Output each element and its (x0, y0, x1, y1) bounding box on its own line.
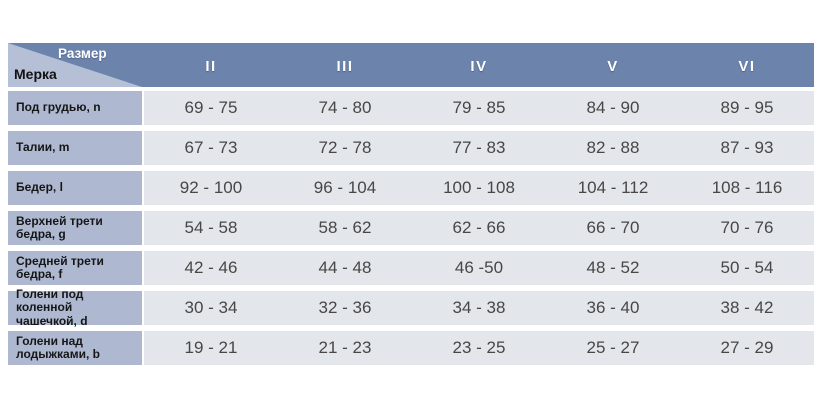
table-row-waist: Талии, m 67 - 73 72 - 78 77 - 83 82 - 88… (8, 131, 814, 165)
cell-value: 23 - 25 (452, 338, 506, 357)
cell-value: 100 - 108 (443, 178, 515, 197)
cell-value: 67 - 73 (184, 138, 238, 157)
cell-value: 77 - 83 (452, 138, 506, 157)
row-values: 92 - 100 96 - 104 100 - 108 104 - 112 10… (144, 171, 814, 205)
cell-value: 69 - 75 (184, 98, 238, 117)
table-row-upper-thigh: Верхней трети бедра, g 54 - 58 58 - 62 6… (8, 211, 814, 245)
cell-value: 89 - 95 (720, 98, 774, 117)
cell-value: 36 - 40 (586, 298, 640, 317)
row-values: 42 - 46 44 - 48 46 -50 48 - 52 50 - 54 (144, 251, 814, 285)
cell-value: 48 - 52 (586, 258, 640, 277)
row-values: 69 - 75 74 - 80 79 - 85 84 - 90 89 - 95 (144, 91, 814, 125)
row-label: Верхней трети бедра, g (8, 211, 142, 245)
cell-value: 25 - 27 (586, 338, 640, 357)
row-label: Голени под коленной чашечкой, d (8, 287, 142, 328)
row-values: 19 - 21 21 - 23 23 - 25 25 - 27 27 - 29 (144, 331, 814, 365)
row-values: 54 - 58 58 - 62 62 - 66 66 - 70 70 - 76 (144, 211, 814, 245)
row-values: 30 - 34 32 - 36 34 - 38 36 - 40 38 - 42 (144, 291, 814, 325)
cell-value: 96 - 104 (313, 178, 377, 197)
column-header-iii: III (336, 57, 354, 75)
cell-value: 82 - 88 (586, 138, 640, 157)
cell-value: 46 -50 (454, 258, 504, 277)
cell-value: 58 - 62 (318, 218, 372, 237)
column-header-v: V (607, 57, 619, 75)
column-header-vi: VI (738, 57, 756, 75)
cell-value: 92 - 100 (179, 178, 243, 197)
row-label: Голени над лодыжками, b (8, 331, 142, 365)
row-values: 67 - 73 72 - 78 77 - 83 82 - 88 87 - 93 (144, 131, 814, 165)
cell-value: 21 - 23 (318, 338, 372, 357)
column-headers: II III IV V VI (144, 43, 814, 87)
corner-label-measure: Мерка (14, 66, 57, 82)
cell-value: 108 - 116 (711, 178, 783, 197)
table-row-below-knee: Голени под коленной чашечкой, d 30 - 34 … (8, 287, 814, 328)
cell-value: 74 - 80 (318, 98, 372, 117)
cell-value: 72 - 78 (318, 138, 372, 157)
cell-value: 54 - 58 (184, 218, 238, 237)
cell-value: 104 - 112 (577, 178, 649, 197)
row-label: Талии, m (8, 131, 142, 165)
cell-value: 62 - 66 (452, 218, 506, 237)
table-row-underbust: Под грудью, n 69 - 75 74 - 80 79 - 85 84… (8, 91, 814, 125)
cell-value: 70 - 76 (720, 218, 774, 237)
cell-value: 30 - 34 (184, 298, 238, 317)
column-header-ii: II (205, 57, 217, 75)
row-label: Бедер, l (8, 171, 142, 205)
cell-value: 44 - 48 (318, 258, 372, 277)
cell-value: 34 - 38 (452, 298, 506, 317)
cell-value: 79 - 85 (452, 98, 506, 117)
cell-value: 32 - 36 (318, 298, 372, 317)
size-table: Размер Мерка II III IV V VI Под грудью, … (8, 43, 814, 371)
cell-value: 19 - 21 (184, 338, 238, 357)
table-row-mid-thigh: Средней трети бедра, f 42 - 46 44 - 48 4… (8, 251, 814, 285)
row-label: Под грудью, n (8, 91, 142, 125)
cell-value: 84 - 90 (586, 98, 640, 117)
cell-value: 50 - 54 (720, 258, 774, 277)
table-row-hips: Бедер, l 92 - 100 96 - 104 100 - 108 104… (8, 171, 814, 205)
cell-value: 87 - 93 (720, 138, 774, 157)
table-row-above-ankle: Голени над лодыжками, b 19 - 21 21 - 23 … (8, 331, 814, 365)
cell-value: 38 - 42 (720, 298, 774, 317)
column-header-iv: IV (470, 57, 488, 75)
corner-label-size: Размер (58, 46, 107, 61)
corner-cell: Размер Мерка (8, 43, 144, 87)
cell-value: 42 - 46 (184, 258, 238, 277)
cell-value: 27 - 29 (720, 338, 774, 357)
table-header-row: Размер Мерка II III IV V VI (8, 43, 814, 87)
cell-value: 66 - 70 (586, 218, 640, 237)
row-label: Средней трети бедра, f (8, 251, 142, 285)
